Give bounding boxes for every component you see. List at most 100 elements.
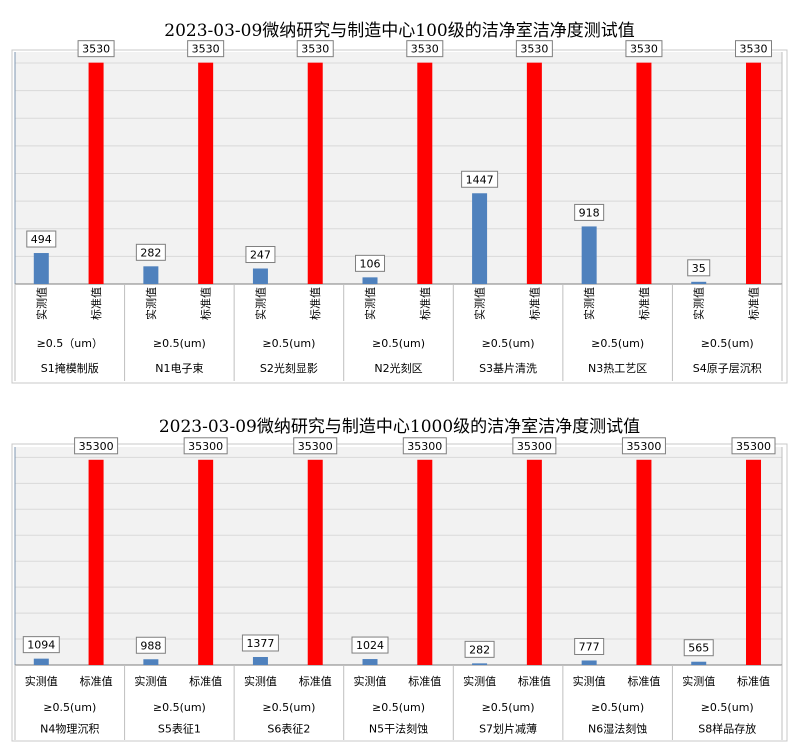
data-label-box: [683, 639, 714, 657]
bar-measured: [252, 656, 268, 665]
data-label-box: [296, 40, 334, 58]
bar-measured: [581, 226, 597, 284]
data-label: 777: [579, 640, 600, 653]
particle-size-label: ≥0.5(um): [262, 701, 315, 714]
category-label: N5干法刻蚀: [369, 722, 428, 736]
category-label: N6湿法刻蚀: [588, 722, 647, 736]
tick-label-measured: 实测值: [363, 287, 377, 320]
category-label: N4物理沉积: [40, 722, 99, 736]
data-label-box: [512, 437, 557, 455]
data-label: 3530: [411, 43, 439, 56]
particle-size-label: ≥0.5(um): [591, 701, 644, 714]
category-label: S6表征2: [267, 722, 310, 736]
particle-size-label: ≥0.5(um): [701, 337, 754, 350]
data-label: 106: [360, 257, 381, 270]
category-label: S1掩模制版: [41, 361, 99, 375]
data-label-box: [351, 636, 389, 654]
plot-area: [15, 447, 782, 665]
data-label-box: [687, 259, 711, 277]
data-label-box: [135, 636, 166, 654]
particle-size-label: ≥0.5(um): [153, 701, 206, 714]
particle-size-label: ≥0.5(um): [482, 701, 535, 714]
particle-size-label: ≥0.5(um): [372, 337, 425, 350]
bar-measured: [472, 663, 488, 665]
data-label-box: [731, 437, 776, 455]
tick-label-standard: 标准值: [80, 674, 113, 688]
bar-measured: [143, 266, 159, 284]
data-label-box: [464, 640, 495, 658]
data-label-box: [135, 243, 166, 261]
bar-standard: [198, 459, 214, 665]
data-label: 35300: [626, 440, 661, 453]
bar-standard: [526, 62, 542, 285]
tick-label-standard: 标准值: [747, 287, 761, 320]
category-label: N2光刻区: [374, 361, 422, 375]
bar-measured: [33, 658, 49, 665]
data-label: 35300: [188, 440, 223, 453]
plot-area: [15, 52, 782, 284]
particle-size-label: ≥0.5(um): [482, 337, 535, 350]
tick-label-measured: 实测值: [244, 674, 277, 688]
data-label-box: [625, 40, 663, 58]
chart-svg-class100: 494 实测值 3530 标准值 ≥0.5（um） S1掩模制版 282 实测值 3530 标准值…: [11, 40, 788, 384]
data-label: 1024: [356, 639, 384, 652]
data-label-box: [245, 246, 276, 264]
category-label: S3基片清洗: [479, 362, 537, 375]
bar-measured: [33, 253, 49, 284]
data-label: 1094: [27, 639, 55, 652]
bar-measured: [143, 659, 159, 665]
category-label: S4原子层沉积: [693, 362, 762, 375]
tick-label-measured: 实测值: [582, 287, 596, 320]
tick-label-standard: 标准值: [308, 287, 322, 320]
data-label-box: [735, 40, 773, 58]
data-label-box: [402, 437, 447, 455]
category-label: S8样品存放: [698, 722, 756, 736]
bar-measured: [691, 661, 707, 665]
data-label-box: [22, 636, 60, 654]
particle-size-label: ≥0.5(um): [372, 701, 425, 714]
data-label: 3530: [192, 43, 220, 56]
bar-standard: [526, 459, 542, 665]
data-label-box: [574, 203, 605, 221]
data-label: 565: [688, 642, 709, 655]
particle-size-label: ≥0.5(um): [153, 337, 206, 350]
bar-measured: [581, 660, 597, 665]
bar-standard: [636, 62, 652, 285]
bar-standard: [746, 459, 762, 665]
tick-label-standard: 标准值: [527, 287, 541, 320]
tick-label-standard: 标准值: [189, 674, 222, 688]
bar-standard: [307, 62, 323, 285]
tick-label-measured: 实测值: [34, 287, 48, 320]
data-label: 3530: [82, 43, 110, 56]
data-label: 35300: [79, 440, 114, 453]
chart-title: 2023-03-09微纳研究与制造中心100级的洁净室洁净度测试值: [164, 21, 635, 41]
data-label: 3530: [520, 43, 548, 56]
chart-svg-class1000: 1094 实测值 35300 标准值 ≥0.5(um) N4物理沉积 988 实测值 35300…: [11, 437, 788, 742]
tick-label-measured: 实测值: [134, 674, 167, 688]
data-label: 494: [31, 233, 52, 246]
tick-label-standard: 标准值: [627, 674, 660, 688]
data-label-box: [187, 40, 225, 58]
bar-measured: [691, 281, 707, 284]
bar-measured: [472, 193, 488, 284]
data-label: 282: [140, 246, 161, 259]
bar-standard: [636, 459, 652, 665]
data-label: 35300: [517, 440, 552, 453]
data-label: 35300: [407, 440, 442, 453]
bar-standard: [746, 62, 762, 285]
bar-standard: [198, 62, 214, 285]
data-label-box: [406, 40, 444, 58]
particle-size-label: ≥0.5(um): [262, 337, 315, 350]
category-label: S5表征1: [158, 722, 201, 736]
data-label-box: [74, 437, 119, 455]
tick-label-measured: 实测值: [692, 287, 706, 320]
tick-label-standard: 标准值: [199, 287, 213, 320]
tick-label-measured: 实测值: [463, 674, 496, 688]
bar-standard: [417, 459, 433, 665]
bar-standard: [88, 459, 104, 665]
data-label: 988: [140, 639, 161, 652]
tick-label-standard: 标准值: [299, 674, 332, 688]
tick-label-measured: 实测值: [25, 674, 58, 688]
bar-measured: [362, 659, 378, 665]
tick-label-measured: 实测值: [253, 287, 267, 320]
